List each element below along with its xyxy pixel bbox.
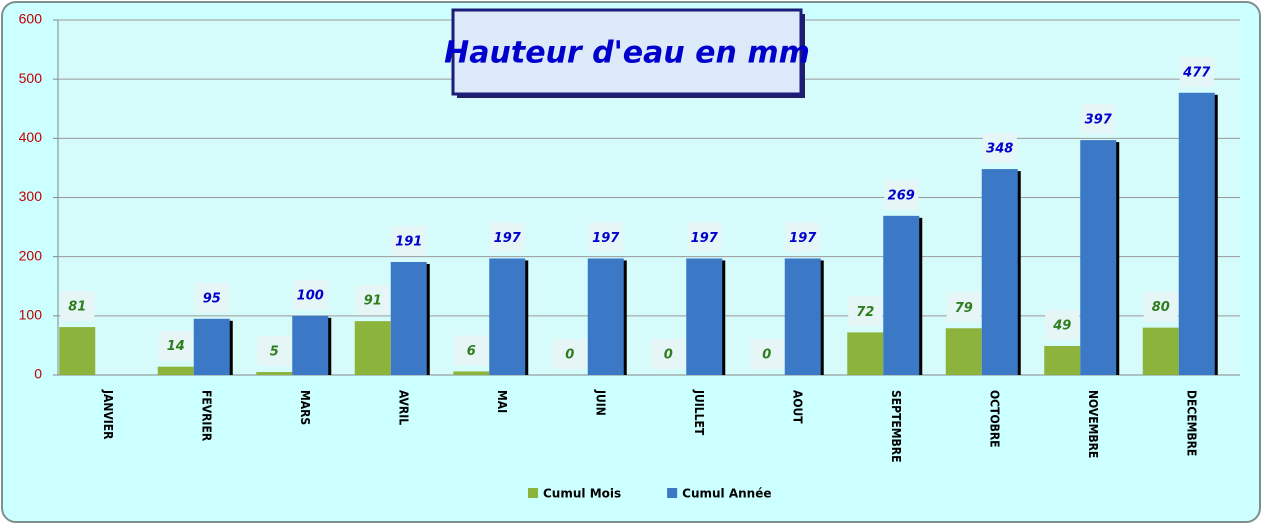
value-label-box	[158, 330, 193, 361]
value-label: 197	[494, 231, 522, 246]
value-label: 477	[1182, 65, 1211, 80]
value-label: 397	[1085, 113, 1113, 128]
x-tick-label: JANVIER	[101, 389, 115, 440]
bar	[587, 258, 624, 375]
bar	[354, 321, 391, 375]
value-label: 72	[856, 305, 874, 320]
value-label: 14	[167, 339, 185, 354]
value-label: 0	[762, 348, 771, 363]
bar	[883, 215, 920, 375]
legend-label: Cumul Année	[682, 487, 771, 501]
value-label-box	[490, 222, 525, 253]
x-tick-label: OCTOBRE	[987, 390, 1001, 448]
value-label-box	[293, 279, 328, 310]
y-tick-label: 100	[19, 307, 43, 323]
value-label-box	[785, 222, 820, 253]
x-tick-label: JUILLET	[692, 389, 706, 436]
bar	[489, 258, 526, 375]
value-label: 79	[955, 301, 973, 316]
value-label-box	[687, 222, 722, 253]
x-tick-label: DECEMBRE	[1184, 390, 1198, 456]
value-label-box	[391, 225, 426, 256]
value-label: 6	[467, 344, 476, 359]
bar	[686, 258, 723, 375]
value-label: 95	[203, 291, 221, 306]
bar	[1178, 92, 1215, 376]
value-label-box	[982, 133, 1017, 164]
bar	[1142, 327, 1179, 375]
y-tick-label: 400	[19, 129, 43, 145]
x-tick-label: NOVEMBRE	[1086, 390, 1100, 458]
value-label: 191	[395, 234, 422, 249]
bar	[1080, 140, 1117, 375]
value-label-box	[355, 285, 390, 316]
bar	[1044, 346, 1081, 375]
bar	[390, 261, 427, 375]
x-tick-label: SEPTEMBRE	[889, 390, 903, 462]
legend-label: Cumul Mois	[543, 487, 621, 501]
x-tick-label: MAI	[495, 390, 509, 413]
value-label-box	[60, 291, 95, 322]
value-label-box	[946, 292, 981, 323]
y-tick-label: 500	[19, 70, 43, 86]
value-label-box	[651, 339, 686, 369]
x-tick-label: AOUT	[790, 390, 804, 424]
value-label: 5	[270, 345, 279, 360]
bar	[59, 327, 96, 375]
value-label-box	[194, 282, 229, 313]
legend-swatch	[528, 488, 538, 498]
bar	[945, 328, 982, 375]
value-label: 49	[1052, 319, 1071, 334]
value-label: 0	[664, 348, 673, 363]
value-label-box	[1143, 291, 1178, 322]
value-label-box	[552, 339, 587, 369]
bar	[453, 371, 490, 375]
y-tick-label: 200	[19, 247, 43, 263]
value-label-box	[257, 336, 292, 367]
value-label: 81	[68, 300, 86, 315]
bar	[256, 372, 293, 375]
y-tick-label: 0	[34, 366, 42, 382]
value-label: 100	[297, 288, 324, 303]
value-label-box	[1081, 104, 1116, 135]
value-label-box	[454, 335, 489, 366]
bar	[292, 315, 329, 375]
bar	[981, 169, 1018, 375]
value-label-box	[749, 339, 784, 369]
y-tick-label: 600	[19, 11, 43, 27]
x-tick-label: FEVRIER	[199, 390, 213, 442]
value-label-box	[1045, 310, 1080, 341]
chart-title: Hauteur d'eau en mm	[444, 36, 810, 71]
value-label: 91	[364, 294, 382, 309]
y-tick-label: 300	[19, 188, 43, 204]
x-tick-label: AVRIL	[396, 390, 410, 425]
x-tick-label: MARS	[298, 390, 312, 425]
x-tick-label: JUIN	[593, 389, 607, 416]
bar	[157, 366, 194, 375]
bar	[784, 258, 821, 375]
bar	[193, 318, 230, 375]
title-box	[451, 8, 803, 96]
value-label-box	[1179, 56, 1214, 87]
value-label-box	[848, 296, 883, 327]
value-label: 348	[986, 142, 1013, 157]
value-label: 197	[592, 231, 620, 246]
value-label: 80	[1152, 300, 1170, 315]
bar	[847, 332, 884, 375]
legend-swatch	[667, 488, 678, 498]
value-label: 197	[691, 231, 719, 246]
value-label: 269	[888, 188, 915, 203]
value-label-box	[588, 222, 623, 253]
value-label: 197	[789, 231, 817, 246]
value-label: 0	[565, 348, 574, 363]
value-label-box	[884, 179, 919, 210]
